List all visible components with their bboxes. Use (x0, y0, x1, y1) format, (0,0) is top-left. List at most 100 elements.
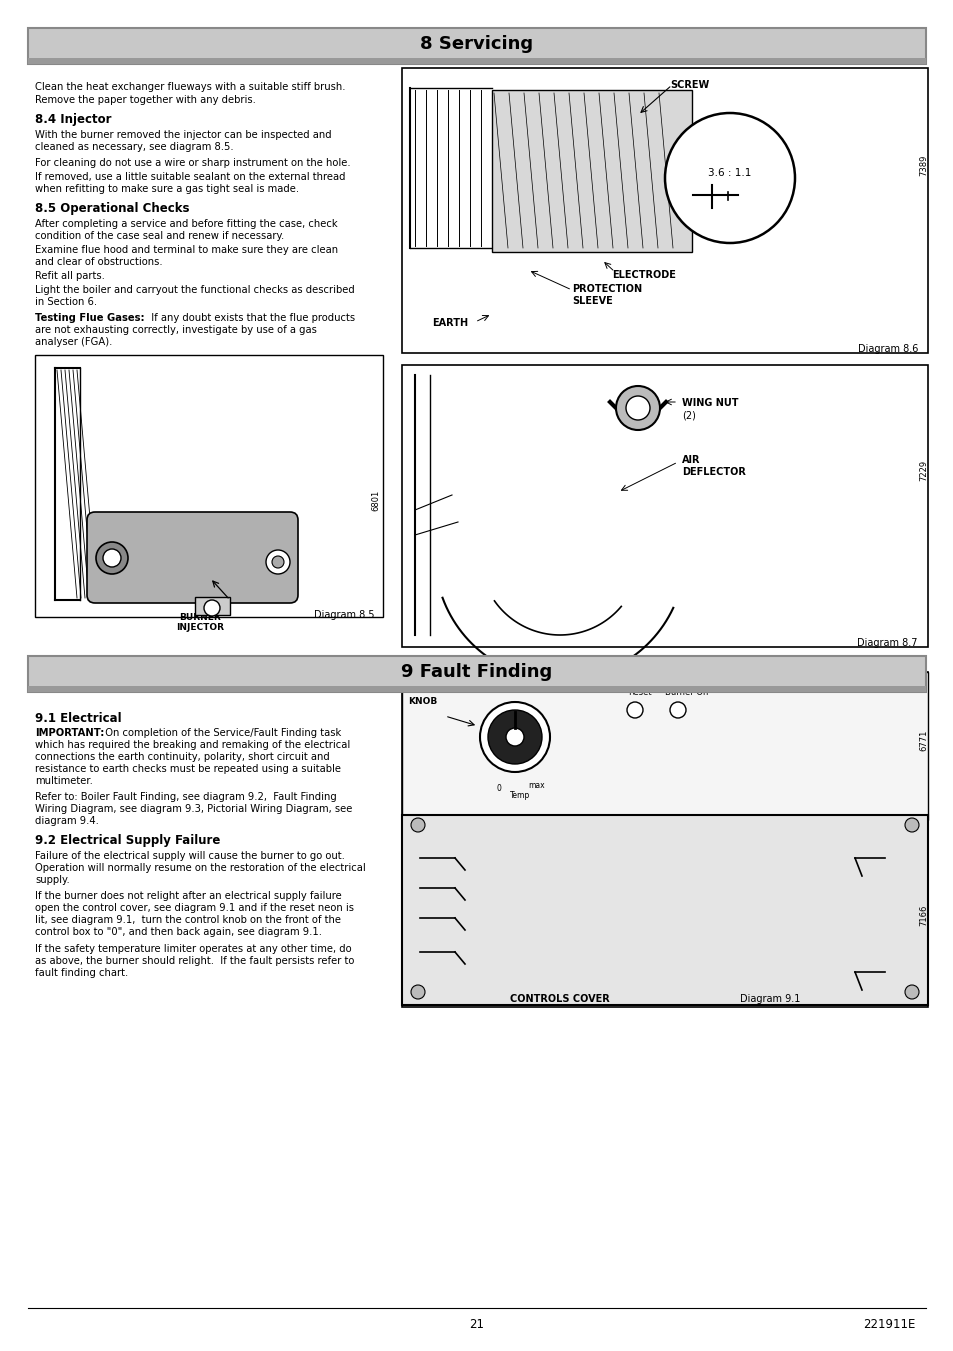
Text: 7166: 7166 (919, 905, 927, 927)
Text: If the safety temperature limiter operates at any other time, do: If the safety temperature limiter operat… (35, 944, 352, 954)
Text: multimeter.: multimeter. (35, 775, 92, 786)
Circle shape (411, 985, 424, 998)
Text: Temp: Temp (509, 790, 530, 800)
Text: 8 Servicing: 8 Servicing (420, 35, 533, 53)
Text: SCREW: SCREW (669, 80, 708, 91)
Text: 6771: 6771 (919, 730, 927, 751)
Bar (492, 91, 691, 253)
Text: PROTECTION: PROTECTION (572, 284, 641, 295)
Text: 7229: 7229 (919, 459, 927, 481)
Text: Refit all parts.: Refit all parts. (35, 272, 105, 281)
Text: If removed, use a little suitable sealant on the external thread: If removed, use a little suitable sealan… (35, 172, 345, 182)
Text: in Section 6.: in Section 6. (35, 297, 97, 307)
Text: KNOB: KNOB (408, 697, 436, 707)
Text: 9.1 Electrical: 9.1 Electrical (35, 712, 121, 725)
Circle shape (669, 703, 685, 717)
Text: DEFLECTOR: DEFLECTOR (681, 467, 745, 477)
Text: Refer to: Boiler Fault Finding, see diagram 9.2,  Fault Finding: Refer to: Boiler Fault Finding, see diag… (35, 792, 336, 802)
Text: resistance to earth checks must be repeated using a suitable: resistance to earth checks must be repea… (35, 765, 340, 774)
Text: 8.5 Operational Checks: 8.5 Operational Checks (35, 203, 190, 215)
Circle shape (479, 703, 550, 771)
Text: control box to "0", and then back again, see diagram 9.1.: control box to "0", and then back again,… (35, 927, 322, 938)
Text: Burner On: Burner On (664, 688, 708, 697)
Text: After completing a service and before fitting the case, check: After completing a service and before fi… (35, 219, 337, 230)
Circle shape (626, 703, 642, 717)
Text: Diagram 8.7: Diagram 8.7 (857, 638, 917, 648)
Text: 8.4 Injector: 8.4 Injector (35, 113, 112, 126)
Text: WING NUT: WING NUT (681, 399, 738, 408)
Text: are not exhausting correctly, investigate by use of a gas: are not exhausting correctly, investigat… (35, 326, 316, 335)
Text: and clear of obstructions.: and clear of obstructions. (35, 257, 162, 267)
Text: analyser (FGA).: analyser (FGA). (35, 336, 112, 347)
Text: If the burner does not relight after an electrical supply failure: If the burner does not relight after an … (35, 892, 341, 901)
Text: 7389: 7389 (919, 155, 927, 177)
Text: On completion of the Service/Fault Finding task: On completion of the Service/Fault Findi… (99, 728, 341, 738)
Circle shape (411, 817, 424, 832)
Text: which has required the breaking and remaking of the electrical: which has required the breaking and rema… (35, 740, 350, 750)
Text: 21: 21 (469, 1319, 484, 1331)
Text: Diagram 8.6: Diagram 8.6 (857, 345, 917, 354)
Text: 221911E: 221911E (862, 1319, 915, 1331)
Bar (401, 671, 927, 1006)
Bar (401, 815, 927, 1005)
Text: when refitting to make sure a gas tight seal is made.: when refitting to make sure a gas tight … (35, 184, 299, 195)
Text: ELECTRODE: ELECTRODE (612, 270, 675, 280)
Text: INJECTOR: INJECTOR (175, 623, 224, 632)
Text: For cleaning do not use a wire or sharp instrument on the hole.: For cleaning do not use a wire or sharp … (35, 158, 351, 168)
Text: If any doubt exists that the flue products: If any doubt exists that the flue produc… (145, 313, 355, 323)
Circle shape (96, 542, 128, 574)
Text: CONTROL: CONTROL (408, 686, 456, 694)
Circle shape (664, 113, 794, 243)
Bar (28, 686, 925, 692)
Text: Clean the heat exchanger flueways with a suitable stiff brush.: Clean the heat exchanger flueways with a… (35, 82, 345, 92)
Text: IMPORTANT:: IMPORTANT: (35, 728, 104, 738)
Circle shape (616, 386, 659, 430)
Bar (28, 58, 925, 63)
Circle shape (103, 549, 121, 567)
Text: condition of the case seal and renew if necessary.: condition of the case seal and renew if … (35, 231, 284, 240)
Text: 6801: 6801 (371, 490, 380, 511)
Text: 3.6 : 1.1: 3.6 : 1.1 (707, 168, 751, 178)
Text: With the burner removed the injector can be inspected and: With the burner removed the injector can… (35, 130, 332, 141)
Text: lit, see diagram 9.1,  turn the control knob on the front of the: lit, see diagram 9.1, turn the control k… (35, 915, 340, 925)
Text: max: max (528, 781, 545, 790)
Text: open the control cover, see diagram 9.1 and if the reset neon is: open the control cover, see diagram 9.1 … (35, 902, 354, 913)
Text: Diagram 9.1: Diagram 9.1 (740, 994, 800, 1004)
Text: connections the earth continuity, polarity, short circuit and: connections the earth continuity, polari… (35, 753, 330, 762)
Bar (401, 671, 927, 820)
Text: (2): (2) (681, 409, 695, 420)
Text: Wiring Diagram, see diagram 9.3, Pictorial Wiring Diagram, see: Wiring Diagram, see diagram 9.3, Pictori… (35, 804, 352, 815)
Text: supply.: supply. (35, 875, 70, 885)
Text: fault finding chart.: fault finding chart. (35, 969, 128, 978)
Bar (401, 365, 927, 647)
Circle shape (272, 557, 284, 567)
Circle shape (488, 711, 541, 765)
Text: AIR: AIR (681, 455, 700, 465)
Bar (194, 597, 230, 615)
Text: cleaned as necessary, see diagram 8.5.: cleaned as necessary, see diagram 8.5. (35, 142, 233, 153)
Text: 9.2 Electrical Supply Failure: 9.2 Electrical Supply Failure (35, 834, 220, 847)
Text: Operation will normally resume on the restoration of the electrical: Operation will normally resume on the re… (35, 863, 365, 873)
Text: Reset: Reset (627, 688, 651, 697)
FancyBboxPatch shape (28, 28, 925, 63)
Text: Examine flue hood and terminal to make sure they are clean: Examine flue hood and terminal to make s… (35, 245, 337, 255)
Text: SLEEVE: SLEEVE (572, 296, 612, 305)
Text: 0: 0 (497, 784, 501, 793)
Text: diagram 9.4.: diagram 9.4. (35, 816, 99, 825)
Text: Light the boiler and carryout the functional checks as described: Light the boiler and carryout the functi… (35, 285, 355, 295)
Circle shape (204, 600, 220, 616)
Text: 9 Fault Finding: 9 Fault Finding (401, 663, 552, 681)
Text: Failure of the electrical supply will cause the burner to go out.: Failure of the electrical supply will ca… (35, 851, 345, 861)
Circle shape (266, 550, 290, 574)
Circle shape (904, 985, 918, 998)
Circle shape (625, 396, 649, 420)
FancyBboxPatch shape (87, 512, 297, 603)
Text: Remove the paper together with any debris.: Remove the paper together with any debri… (35, 95, 255, 105)
Circle shape (904, 817, 918, 832)
Circle shape (505, 728, 523, 746)
Text: Diagram 8.5: Diagram 8.5 (314, 611, 375, 620)
Text: as above, the burner should relight.  If the fault persists refer to: as above, the burner should relight. If … (35, 957, 354, 966)
Text: BURNER: BURNER (179, 613, 221, 621)
Text: CONTROLS COVER: CONTROLS COVER (510, 994, 609, 1004)
Text: EARTH: EARTH (432, 317, 468, 328)
